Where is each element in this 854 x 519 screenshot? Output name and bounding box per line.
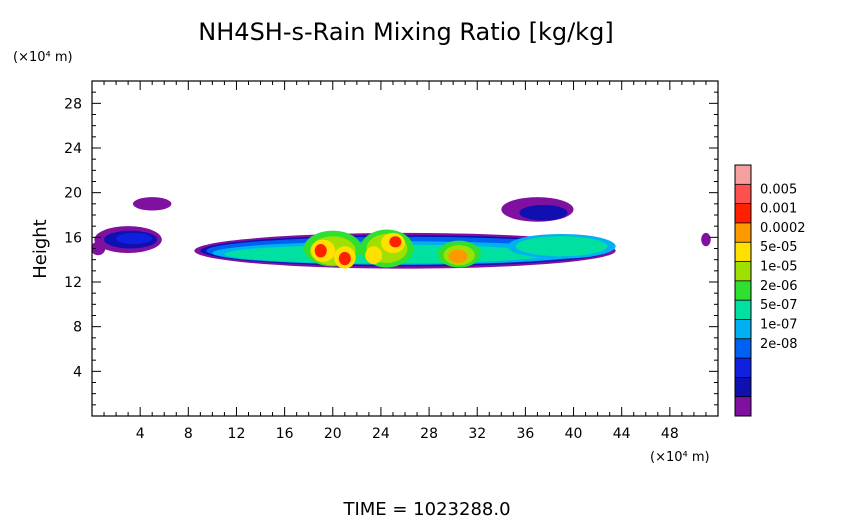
x-tick-label: 4 — [136, 426, 145, 442]
x-tick-label: 32 — [468, 426, 486, 442]
colorbar-swatch — [735, 203, 751, 224]
colorbar-label: 5e-07 — [760, 298, 798, 313]
y-tick-label: 28 — [64, 96, 82, 112]
field-contour-2 — [92, 241, 106, 256]
x-tick-label: 20 — [324, 426, 342, 442]
colorbar-label: 2e-08 — [760, 337, 798, 352]
colorbar-label: 1e-07 — [760, 317, 798, 332]
field-contour-23 — [365, 246, 383, 265]
x-tick-label: 36 — [516, 426, 534, 442]
colorbar-swatch — [735, 242, 751, 262]
colorbar-swatch — [735, 280, 751, 301]
x-tick-label: 40 — [565, 426, 583, 442]
field-contour-28 — [701, 232, 711, 247]
colorbar-swatch — [735, 300, 751, 320]
x-tick-label: 16 — [276, 426, 294, 442]
field-contour-19 — [338, 251, 351, 266]
y-axis-label: Height — [30, 219, 51, 279]
colorbar-swatch — [735, 396, 751, 417]
colorbar-label: 5e-05 — [760, 240, 798, 255]
field-contour-13 — [515, 236, 608, 257]
colorbar-frame — [734, 164, 752, 417]
colorbar-swatch — [735, 261, 751, 282]
y-tick-label: 8 — [73, 320, 82, 336]
x-tick-label: 12 — [228, 426, 246, 442]
mixing-ratio-field — [92, 197, 711, 269]
y-tick-label: 20 — [64, 186, 82, 202]
y-tick-label: 24 — [64, 141, 82, 157]
colorbar-swatch — [735, 319, 751, 340]
colorbar-label: 0.001 — [760, 202, 797, 217]
x-tick-label: 24 — [372, 426, 390, 442]
colorbar-swatch — [735, 222, 751, 243]
field-contour-18 — [314, 244, 327, 258]
colorbar-swatch — [735, 358, 751, 378]
field-contour-11 — [519, 204, 568, 221]
field-contour-4 — [116, 232, 153, 245]
x-tick-label: 8 — [184, 426, 193, 442]
colorbar-swatch — [735, 165, 751, 185]
colorbar-label: 2e-06 — [760, 279, 798, 294]
y-tick-label: 4 — [73, 364, 82, 380]
time-footer: TIME = 1023288.0 — [342, 499, 510, 519]
chart-title: NH4SH-s-Rain Mixing Ratio [kg/kg] — [198, 18, 613, 46]
colorbar-label: 0.0002 — [760, 221, 806, 236]
colorbar-label: 1e-05 — [760, 260, 798, 275]
field-contour-1 — [132, 197, 172, 211]
colorbar-swatch — [735, 184, 751, 204]
field-contour-24 — [389, 236, 402, 248]
y-unit-label: (×10⁴ m) — [13, 50, 73, 65]
field-contour-27 — [448, 249, 468, 264]
x-tick-label: 48 — [661, 426, 679, 442]
y-tick-label: 12 — [64, 275, 82, 291]
colorbar-swatch — [735, 338, 751, 359]
y-tick-label: 16 — [64, 230, 82, 246]
colorbar: 0.005 0.001 0.0002 5e-05 1e-05 2e-06 5e-07 1e-0… — [734, 164, 806, 417]
x-unit-label: (×10⁴ m) — [650, 450, 710, 465]
colorbar-swatch — [735, 377, 751, 397]
x-tick-label: 44 — [613, 426, 631, 442]
colorbar-label: 0.005 — [760, 182, 797, 197]
x-tick-label: 28 — [420, 426, 438, 442]
